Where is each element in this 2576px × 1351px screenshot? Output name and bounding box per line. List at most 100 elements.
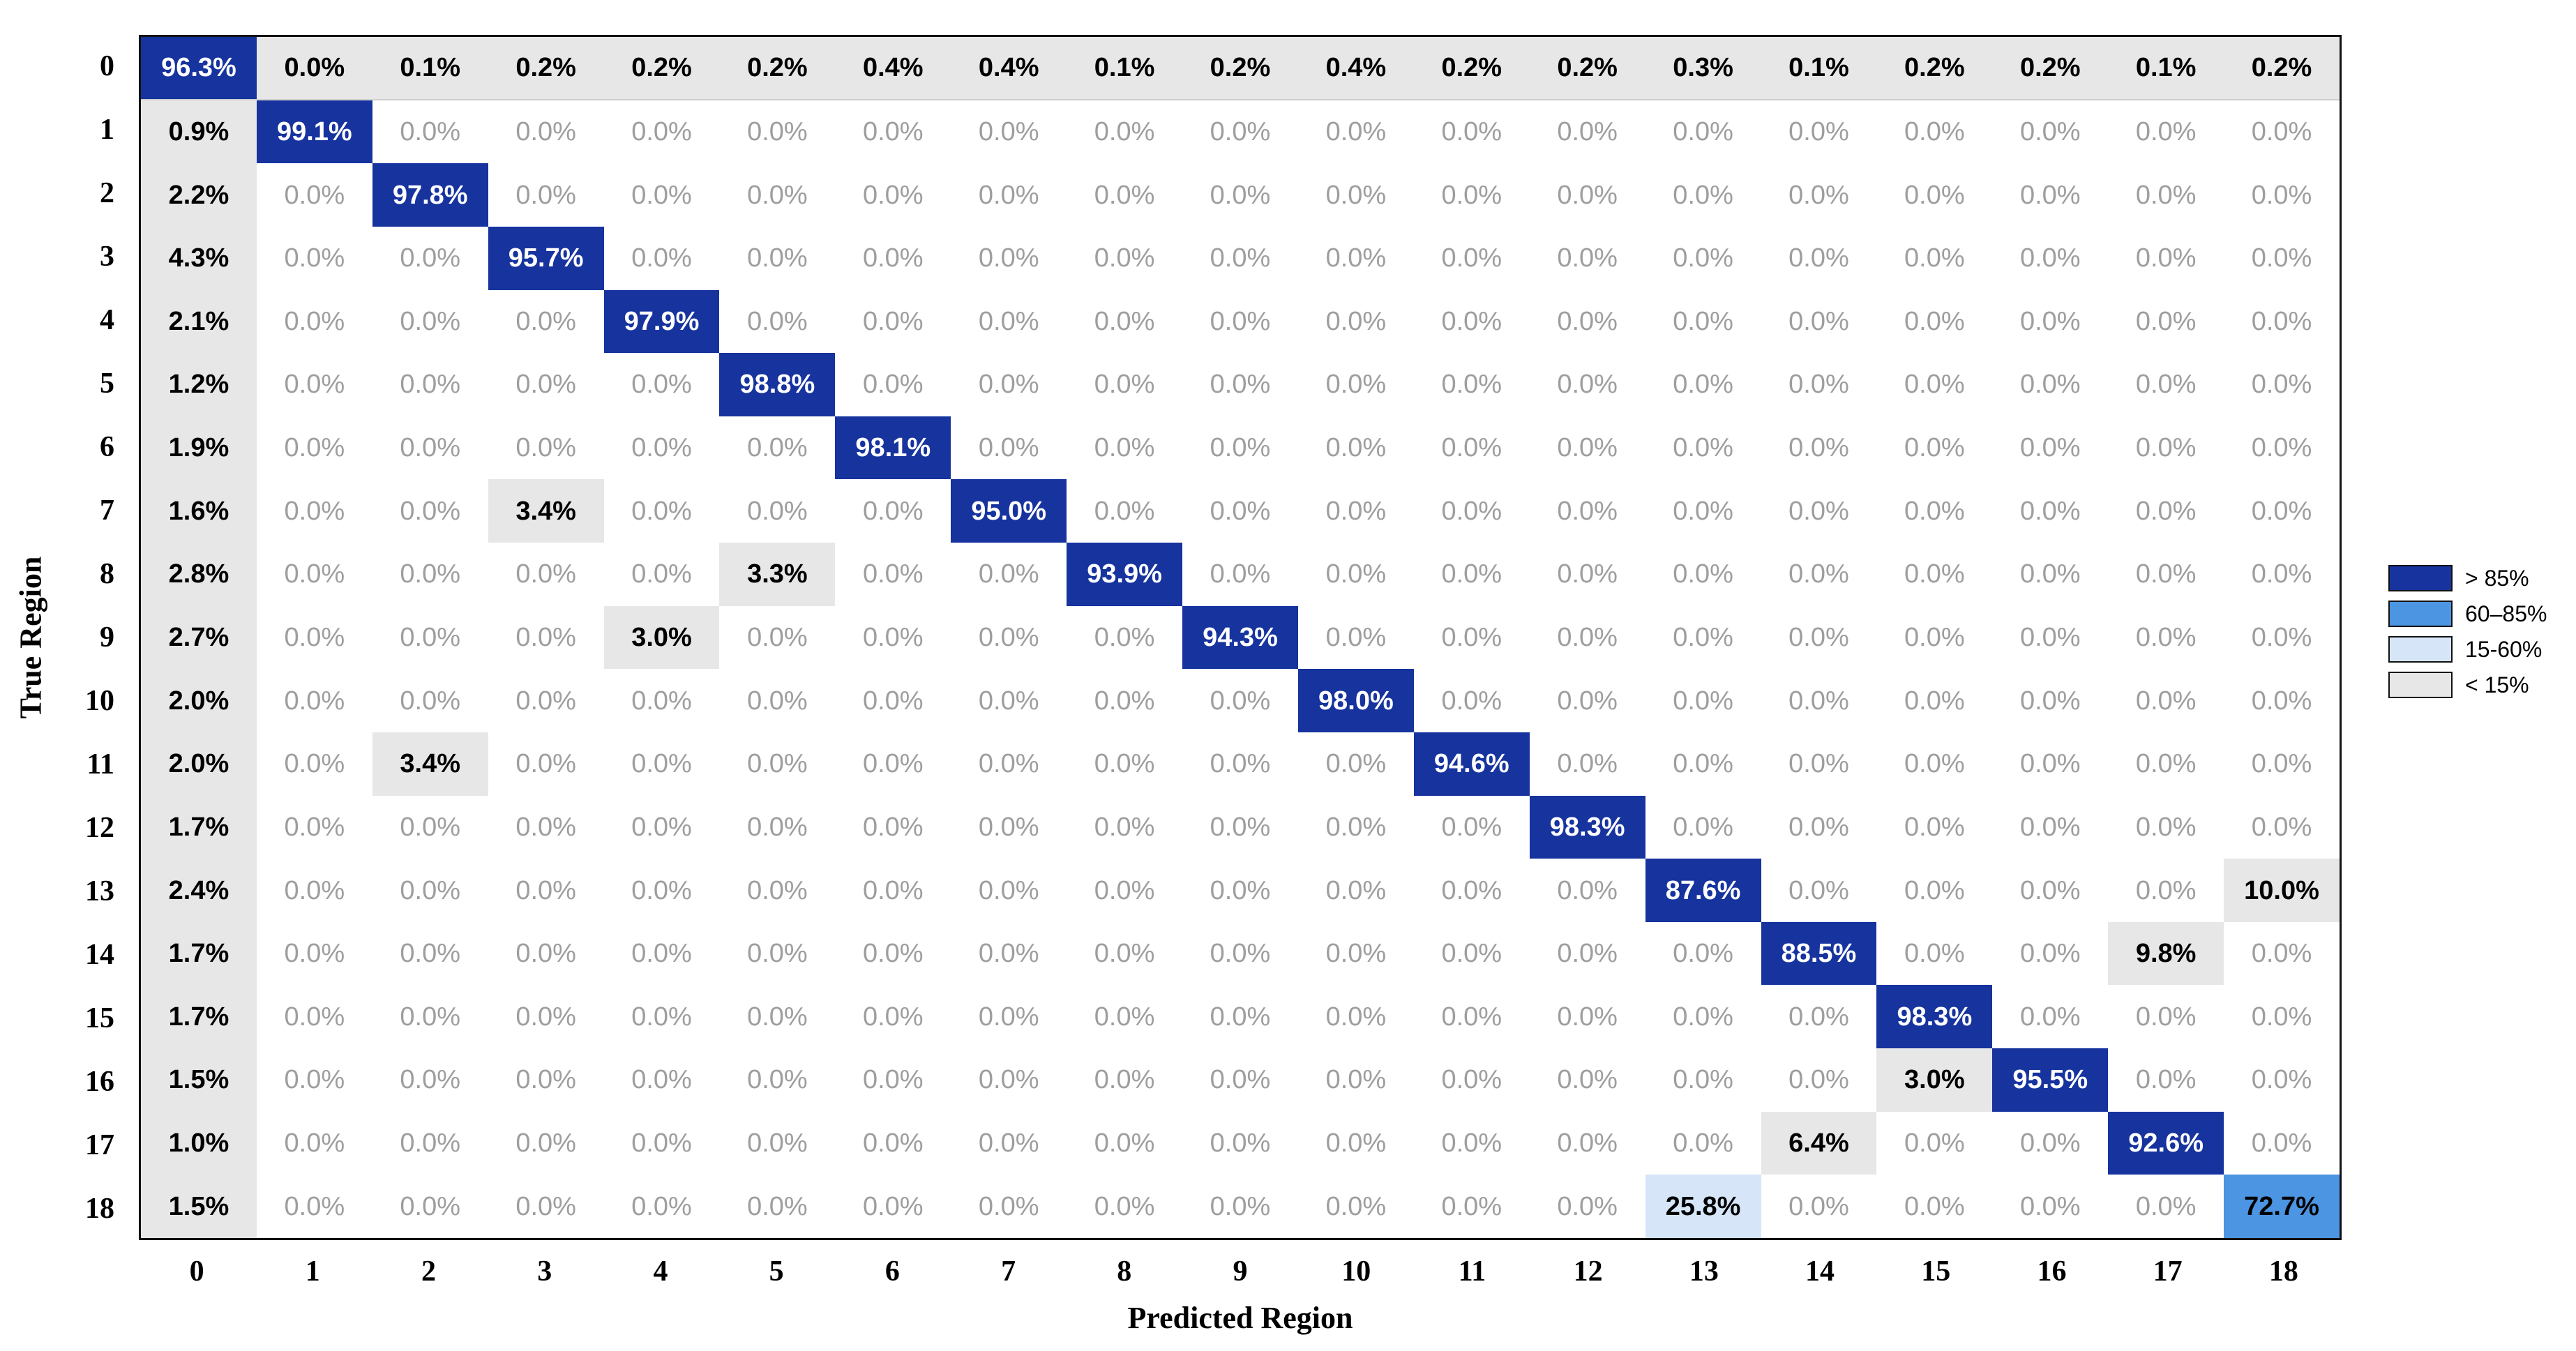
- cell-r1-c10: 0.0%: [1297, 100, 1414, 164]
- cell-r4-c0: 2.1%: [141, 289, 257, 354]
- cell-r14-c9: 0.0%: [1182, 921, 1298, 986]
- cell-r11-c9: 0.0%: [1182, 732, 1298, 796]
- cell-r18-c18: 72.7%: [2224, 1175, 2340, 1238]
- cell-r6-c17: 0.0%: [2108, 416, 2224, 480]
- cell-r14-c14: 88.5%: [1761, 921, 1877, 986]
- cell-r13-c5: 0.0%: [719, 859, 836, 922]
- cell-r6-c3: 0.0%: [488, 416, 604, 480]
- cell-r1-c4: 0.0%: [603, 100, 720, 164]
- cell-r2-c18: 0.0%: [2224, 163, 2340, 227]
- cell-r18-c0: 1.5%: [141, 1175, 257, 1238]
- cell-r8-c9: 0.0%: [1182, 543, 1298, 606]
- cell-r12-c1: 0.0%: [256, 795, 372, 859]
- cell-r5-c13: 0.0%: [1645, 353, 1761, 416]
- cell-r3-c12: 0.0%: [1529, 226, 1645, 290]
- confusion-matrix-grid: 96.3% 0.0% 0.1% 0.2% 0.2% 0.2% 0.4% 0.4% 0.1% 0.2…: [139, 35, 2342, 1240]
- cell-r18-c17: 0.0%: [2108, 1175, 2224, 1238]
- cell-r12-c3: 0.0%: [488, 795, 604, 859]
- y-tick-2: 2: [100, 177, 114, 210]
- cell-r0-c4: 0.2%: [603, 37, 720, 100]
- cell-r17-c5: 0.0%: [719, 1111, 836, 1175]
- cell-r11-c11: 94.6%: [1413, 732, 1530, 796]
- cell-r15-c3: 0.0%: [488, 985, 604, 1049]
- cell-r2-c6: 0.0%: [835, 163, 951, 227]
- cell-r0-c1: 0.0%: [256, 37, 372, 100]
- cell-r17-c11: 0.0%: [1413, 1111, 1530, 1175]
- y-tick-7: 7: [100, 495, 114, 527]
- cell-r4-c16: 0.0%: [1992, 289, 2109, 354]
- cell-r7-c12: 0.0%: [1529, 479, 1645, 543]
- cell-r16-c1: 0.0%: [256, 1048, 372, 1112]
- y-tick-18: 18: [85, 1192, 114, 1225]
- cell-r3-c14: 0.0%: [1761, 226, 1877, 290]
- cell-r16-c5: 0.0%: [719, 1048, 836, 1112]
- x-tick-12: 12: [1573, 1255, 1603, 1288]
- x-tick-17: 17: [2153, 1255, 2183, 1288]
- cell-r14-c1: 0.0%: [256, 921, 372, 986]
- cell-r6-c11: 0.0%: [1413, 416, 1530, 480]
- cell-r18-c5: 0.0%: [719, 1175, 836, 1238]
- cell-r9-c17: 0.0%: [2108, 605, 2224, 670]
- cell-r14-c15: 0.0%: [1876, 921, 1993, 986]
- legend-item-0: > 85%: [2388, 565, 2547, 591]
- cell-r2-c11: 0.0%: [1413, 163, 1530, 227]
- legend-item-label: > 85%: [2465, 566, 2529, 591]
- x-tick-11: 11: [1458, 1255, 1486, 1288]
- cell-r16-c17: 0.0%: [2108, 1048, 2224, 1112]
- cell-r4-c1: 0.0%: [256, 289, 372, 354]
- cell-r12-c8: 0.0%: [1067, 795, 1183, 859]
- y-tick-0: 0: [100, 50, 114, 83]
- legend-swatch-icon: [2388, 601, 2453, 627]
- cell-r4-c9: 0.0%: [1182, 289, 1298, 354]
- cell-r4-c11: 0.0%: [1413, 289, 1530, 354]
- cell-r15-c12: 0.0%: [1529, 985, 1645, 1049]
- cell-r8-c16: 0.0%: [1992, 543, 2109, 606]
- cell-r4-c15: 0.0%: [1876, 289, 1993, 354]
- cell-r12-c13: 0.0%: [1645, 795, 1761, 859]
- cell-r13-c12: 0.0%: [1529, 859, 1645, 922]
- cell-r10-c16: 0.0%: [1992, 669, 2109, 732]
- y-tick-15: 15: [85, 1002, 114, 1034]
- cell-r13-c18: 10.0%: [2224, 859, 2340, 922]
- cell-r11-c17: 0.0%: [2108, 732, 2224, 796]
- cell-r5-c4: 0.0%: [603, 353, 720, 416]
- cell-r1-c0: 0.9%: [141, 100, 257, 164]
- cell-r10-c12: 0.0%: [1529, 669, 1645, 732]
- cell-r3-c3: 95.7%: [488, 226, 604, 290]
- cell-r9-c0: 2.7%: [141, 605, 257, 670]
- cell-r15-c13: 0.0%: [1645, 985, 1761, 1049]
- cell-r9-c1: 0.0%: [256, 605, 372, 670]
- cell-r7-c1: 0.0%: [256, 479, 372, 543]
- cell-r7-c16: 0.0%: [1992, 479, 2109, 543]
- cell-r8-c0: 2.8%: [141, 543, 257, 606]
- cell-r6-c8: 0.0%: [1067, 416, 1183, 480]
- cell-r3-c8: 0.0%: [1067, 226, 1183, 290]
- cell-r2-c14: 0.0%: [1761, 163, 1877, 227]
- cell-r4-c3: 0.0%: [488, 289, 604, 354]
- cell-r17-c6: 0.0%: [835, 1111, 951, 1175]
- cell-r11-c7: 0.0%: [951, 732, 1067, 796]
- cell-r7-c9: 0.0%: [1182, 479, 1298, 543]
- cell-r11-c14: 0.0%: [1761, 732, 1877, 796]
- x-tick-15: 15: [1921, 1255, 1951, 1288]
- cell-r12-c14: 0.0%: [1761, 795, 1877, 859]
- cell-r18-c4: 0.0%: [603, 1175, 720, 1238]
- cell-r18-c7: 0.0%: [951, 1175, 1067, 1238]
- cell-r7-c8: 0.0%: [1067, 479, 1183, 543]
- cell-r15-c16: 0.0%: [1992, 985, 2109, 1049]
- cell-r13-c11: 0.0%: [1413, 859, 1530, 922]
- cell-r2-c12: 0.0%: [1529, 163, 1645, 227]
- cell-r2-c15: 0.0%: [1876, 163, 1993, 227]
- legend-item-label: 60–85%: [2465, 601, 2547, 626]
- cell-r12-c4: 0.0%: [603, 795, 720, 859]
- cell-r0-c17: 0.1%: [2108, 37, 2224, 100]
- cell-r17-c17: 92.6%: [2108, 1111, 2224, 1175]
- cell-r4-c5: 0.0%: [719, 289, 836, 354]
- cell-r2-c8: 0.0%: [1067, 163, 1183, 227]
- cell-r4-c17: 0.0%: [2108, 289, 2224, 354]
- legend-swatch-icon: [2388, 636, 2453, 663]
- cell-r15-c2: 0.0%: [372, 985, 488, 1049]
- cell-r14-c3: 0.0%: [488, 921, 604, 986]
- cell-r16-c2: 0.0%: [372, 1048, 488, 1112]
- cell-r16-c6: 0.0%: [835, 1048, 951, 1112]
